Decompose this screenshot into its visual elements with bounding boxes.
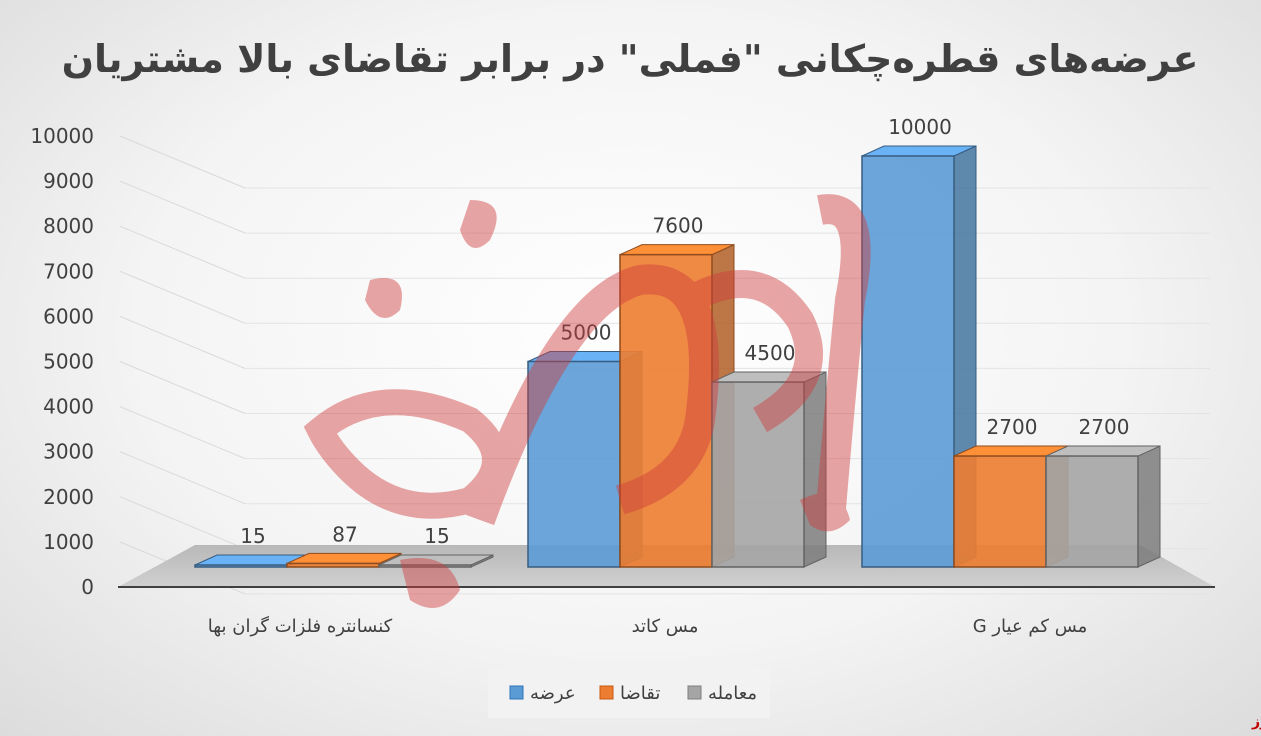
bar: [861, 145, 977, 568]
data-label: 2700: [987, 415, 1038, 439]
bars: [194, 145, 1161, 568]
data-labels: 15 5000 10000 87 7600 2700 15 4500 2700: [240, 115, 1129, 548]
y-tick-label: 6000: [43, 304, 94, 328]
bar: [378, 554, 494, 568]
bar-side: [1137, 445, 1161, 568]
bar-front: [619, 253, 713, 568]
y-tick-label: 9000: [43, 169, 94, 193]
legend-swatch-trade: [687, 685, 702, 700]
y-tick-label: 4000: [43, 395, 94, 419]
bar-front: [378, 564, 472, 568]
gridline-slant: [119, 496, 246, 550]
y-tick-label: 3000: [43, 440, 94, 464]
watermark-text: بورس نیوز: [1251, 714, 1261, 730]
data-label: 5000: [561, 321, 612, 345]
bar: [711, 371, 827, 568]
gridline-slant: [119, 135, 246, 189]
bar-front: [861, 155, 955, 568]
gridline-slant: [119, 270, 246, 324]
data-label: 15: [240, 524, 265, 548]
gridline-slant: [119, 361, 246, 414]
legend-swatch-demand: [599, 685, 614, 700]
y-tick-label: 1000: [43, 530, 94, 554]
gridline-slant: [119, 225, 246, 279]
data-label: 10000: [888, 115, 952, 139]
legend-swatch-supply: [509, 685, 524, 700]
x-category-label: مس کاتد: [632, 616, 699, 637]
legend: عرضه تقاضا معامله: [488, 668, 770, 718]
data-label: 87: [332, 522, 357, 546]
bar: [1045, 445, 1161, 568]
gridline-slant: [119, 406, 246, 460]
y-tick-label: 2000: [43, 485, 94, 509]
y-tick-label: 10000: [30, 124, 94, 148]
y-tick-label: 5000: [43, 350, 94, 374]
bar-front: [194, 564, 288, 568]
y-axis-ticks: 0 1000 2000 3000 4000 5000 6000 7000 8000 9000 100…: [30, 124, 94, 599]
gridline-slant: [119, 180, 246, 234]
watermark-logo: [303, 194, 871, 608]
bar-front: [286, 562, 380, 568]
y-tick-label: 7000: [43, 259, 94, 283]
gridline-slant: [119, 451, 246, 505]
y-tick-label: 0: [81, 575, 94, 599]
x-axis-categories: کنسانتره فلزات گران بها مس کاتد مس کم عیار…: [208, 615, 1088, 637]
x-category-label: مس کم عیار G: [973, 616, 1088, 637]
x-category-label: کنسانتره فلزات گران بها: [208, 615, 393, 637]
bar-front: [953, 455, 1047, 568]
legend-label-supply: عرضه: [530, 683, 576, 704]
bar-front: [1045, 455, 1139, 568]
data-label: 2700: [1079, 415, 1130, 439]
chart-title: عرضه‌های قطره‌چکانی "فملی" در برابر تقاض…: [62, 37, 1199, 81]
legend-label-trade: معامله: [708, 683, 757, 704]
bar-front: [711, 381, 805, 568]
legend-label-demand: تقاضا: [620, 683, 660, 704]
data-label: 7600: [653, 214, 704, 238]
y-tick-label: 8000: [43, 214, 94, 238]
data-label: 4500: [745, 341, 796, 365]
legend-box: [488, 668, 770, 718]
gridline-slant: [119, 315, 246, 369]
data-label: 15: [424, 524, 449, 548]
